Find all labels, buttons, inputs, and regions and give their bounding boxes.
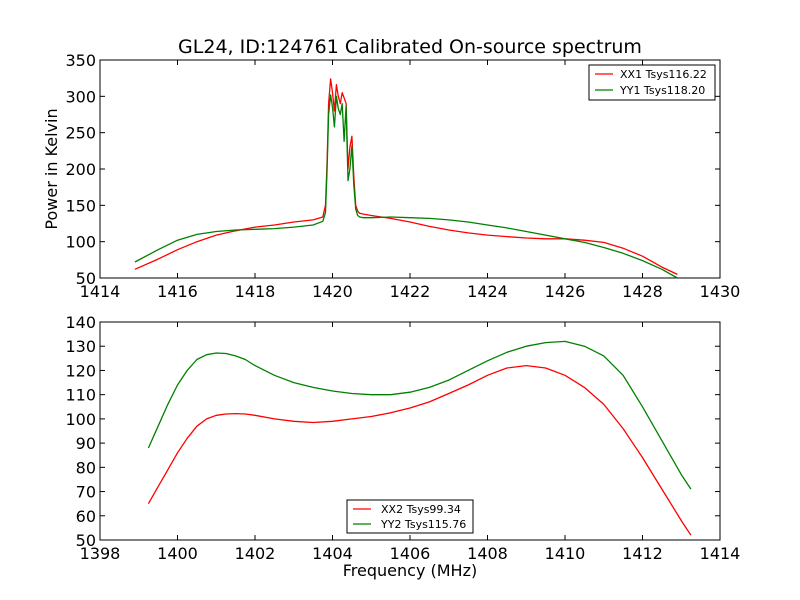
top-x-tick-label: 1420 xyxy=(312,282,353,301)
bottom-y-tick-label: 140 xyxy=(65,313,96,332)
top-x-tick-label: 1428 xyxy=(622,282,663,301)
top-x-tick-label: 1416 xyxy=(157,282,198,301)
bottom-plot-x-axis-label: Frequency (MHz) xyxy=(343,561,477,580)
top-x-tick-label: 1418 xyxy=(235,282,276,301)
bottom-plot: 1398 1400 1402 1404 1406 1408 1410 1412 1414 50 60… xyxy=(65,313,740,580)
bottom-plot-series-lines xyxy=(147,340,692,536)
bottom-x-tick-label: 1414 xyxy=(700,544,741,563)
bottom-y-tick-label: 50 xyxy=(76,531,96,550)
bottom-y-tick-label: 90 xyxy=(76,434,96,453)
top-plot-y-axis-label: Power in Kelvin xyxy=(42,108,61,229)
bottom-x-tick-label: 1406 xyxy=(390,544,431,563)
legend-xx1-label: XX1 Tsys116.22 xyxy=(620,68,707,81)
bottom-y-tick-label: 120 xyxy=(65,361,96,380)
top-y-tick-label: 300 xyxy=(65,87,96,106)
top-x-tick-label: 1426 xyxy=(545,282,586,301)
bottom-y-tick-label: 60 xyxy=(76,507,96,526)
legend-yy1-label: YY1 Tsys118.20 xyxy=(619,84,705,97)
bottom-x-tick-label: 1402 xyxy=(235,544,276,563)
bottom-x-tick-label: 1398 xyxy=(80,544,121,563)
top-x-tick-label: 1430 xyxy=(700,282,741,301)
top-series-line-xx xyxy=(134,78,678,275)
bottom-plot-ticks: 1398 1400 1402 1404 1406 1408 1410 1412 1414 50 60… xyxy=(65,313,740,563)
top-plot-series-lines xyxy=(134,78,678,279)
top-plot-ticks: 1414 1416 1418 1420 1422 1424 1426 1428 1430 50 10… xyxy=(65,51,740,301)
top-plot-legend[interactable]: XX1 Tsys116.22 YY1 Tsys118.20 xyxy=(588,64,716,101)
bottom-y-tick-label: 130 xyxy=(65,337,96,356)
bottom-y-tick-label: 110 xyxy=(65,386,96,405)
top-x-tick-label: 1422 xyxy=(390,282,431,301)
top-y-tick-label: 200 xyxy=(65,160,96,179)
chart-title: GL24, ID:124761 Calibrated On-source spe… xyxy=(178,36,642,58)
top-x-tick-label: 1424 xyxy=(467,282,508,301)
top-plot: 1414 1416 1418 1420 1422 1424 1426 1428 1430 50 10… xyxy=(42,51,740,301)
top-x-tick-label: 1414 xyxy=(80,282,121,301)
bottom-y-tick-label: 80 xyxy=(76,458,96,477)
bottom-plot-legend[interactable]: XX2 Tsys99.34 YY2 Tsys115.76 xyxy=(346,499,474,534)
bottom-x-tick-label: 1410 xyxy=(545,544,586,563)
bottom-series-line-xx xyxy=(147,364,692,536)
legend-xx2-label: XX2 Tsys99.34 xyxy=(381,503,461,516)
bottom-x-tick-label: 1404 xyxy=(312,544,353,563)
top-series-line-yy xyxy=(134,94,678,279)
bottom-y-tick-label: 100 xyxy=(65,410,96,429)
bottom-series-line-yy xyxy=(147,340,692,490)
bottom-x-tick-label: 1412 xyxy=(622,544,663,563)
top-y-tick-label: 50 xyxy=(76,269,96,288)
legend-yy2-label: YY2 Tsys115.76 xyxy=(380,518,466,531)
bottom-x-tick-label: 1400 xyxy=(157,544,198,563)
top-y-tick-label: 350 xyxy=(65,51,96,70)
bottom-y-tick-label: 70 xyxy=(76,483,96,502)
top-y-tick-label: 250 xyxy=(65,124,96,143)
top-y-tick-label: 100 xyxy=(65,233,96,252)
bottom-x-tick-label: 1408 xyxy=(467,544,508,563)
top-y-tick-label: 150 xyxy=(65,196,96,215)
